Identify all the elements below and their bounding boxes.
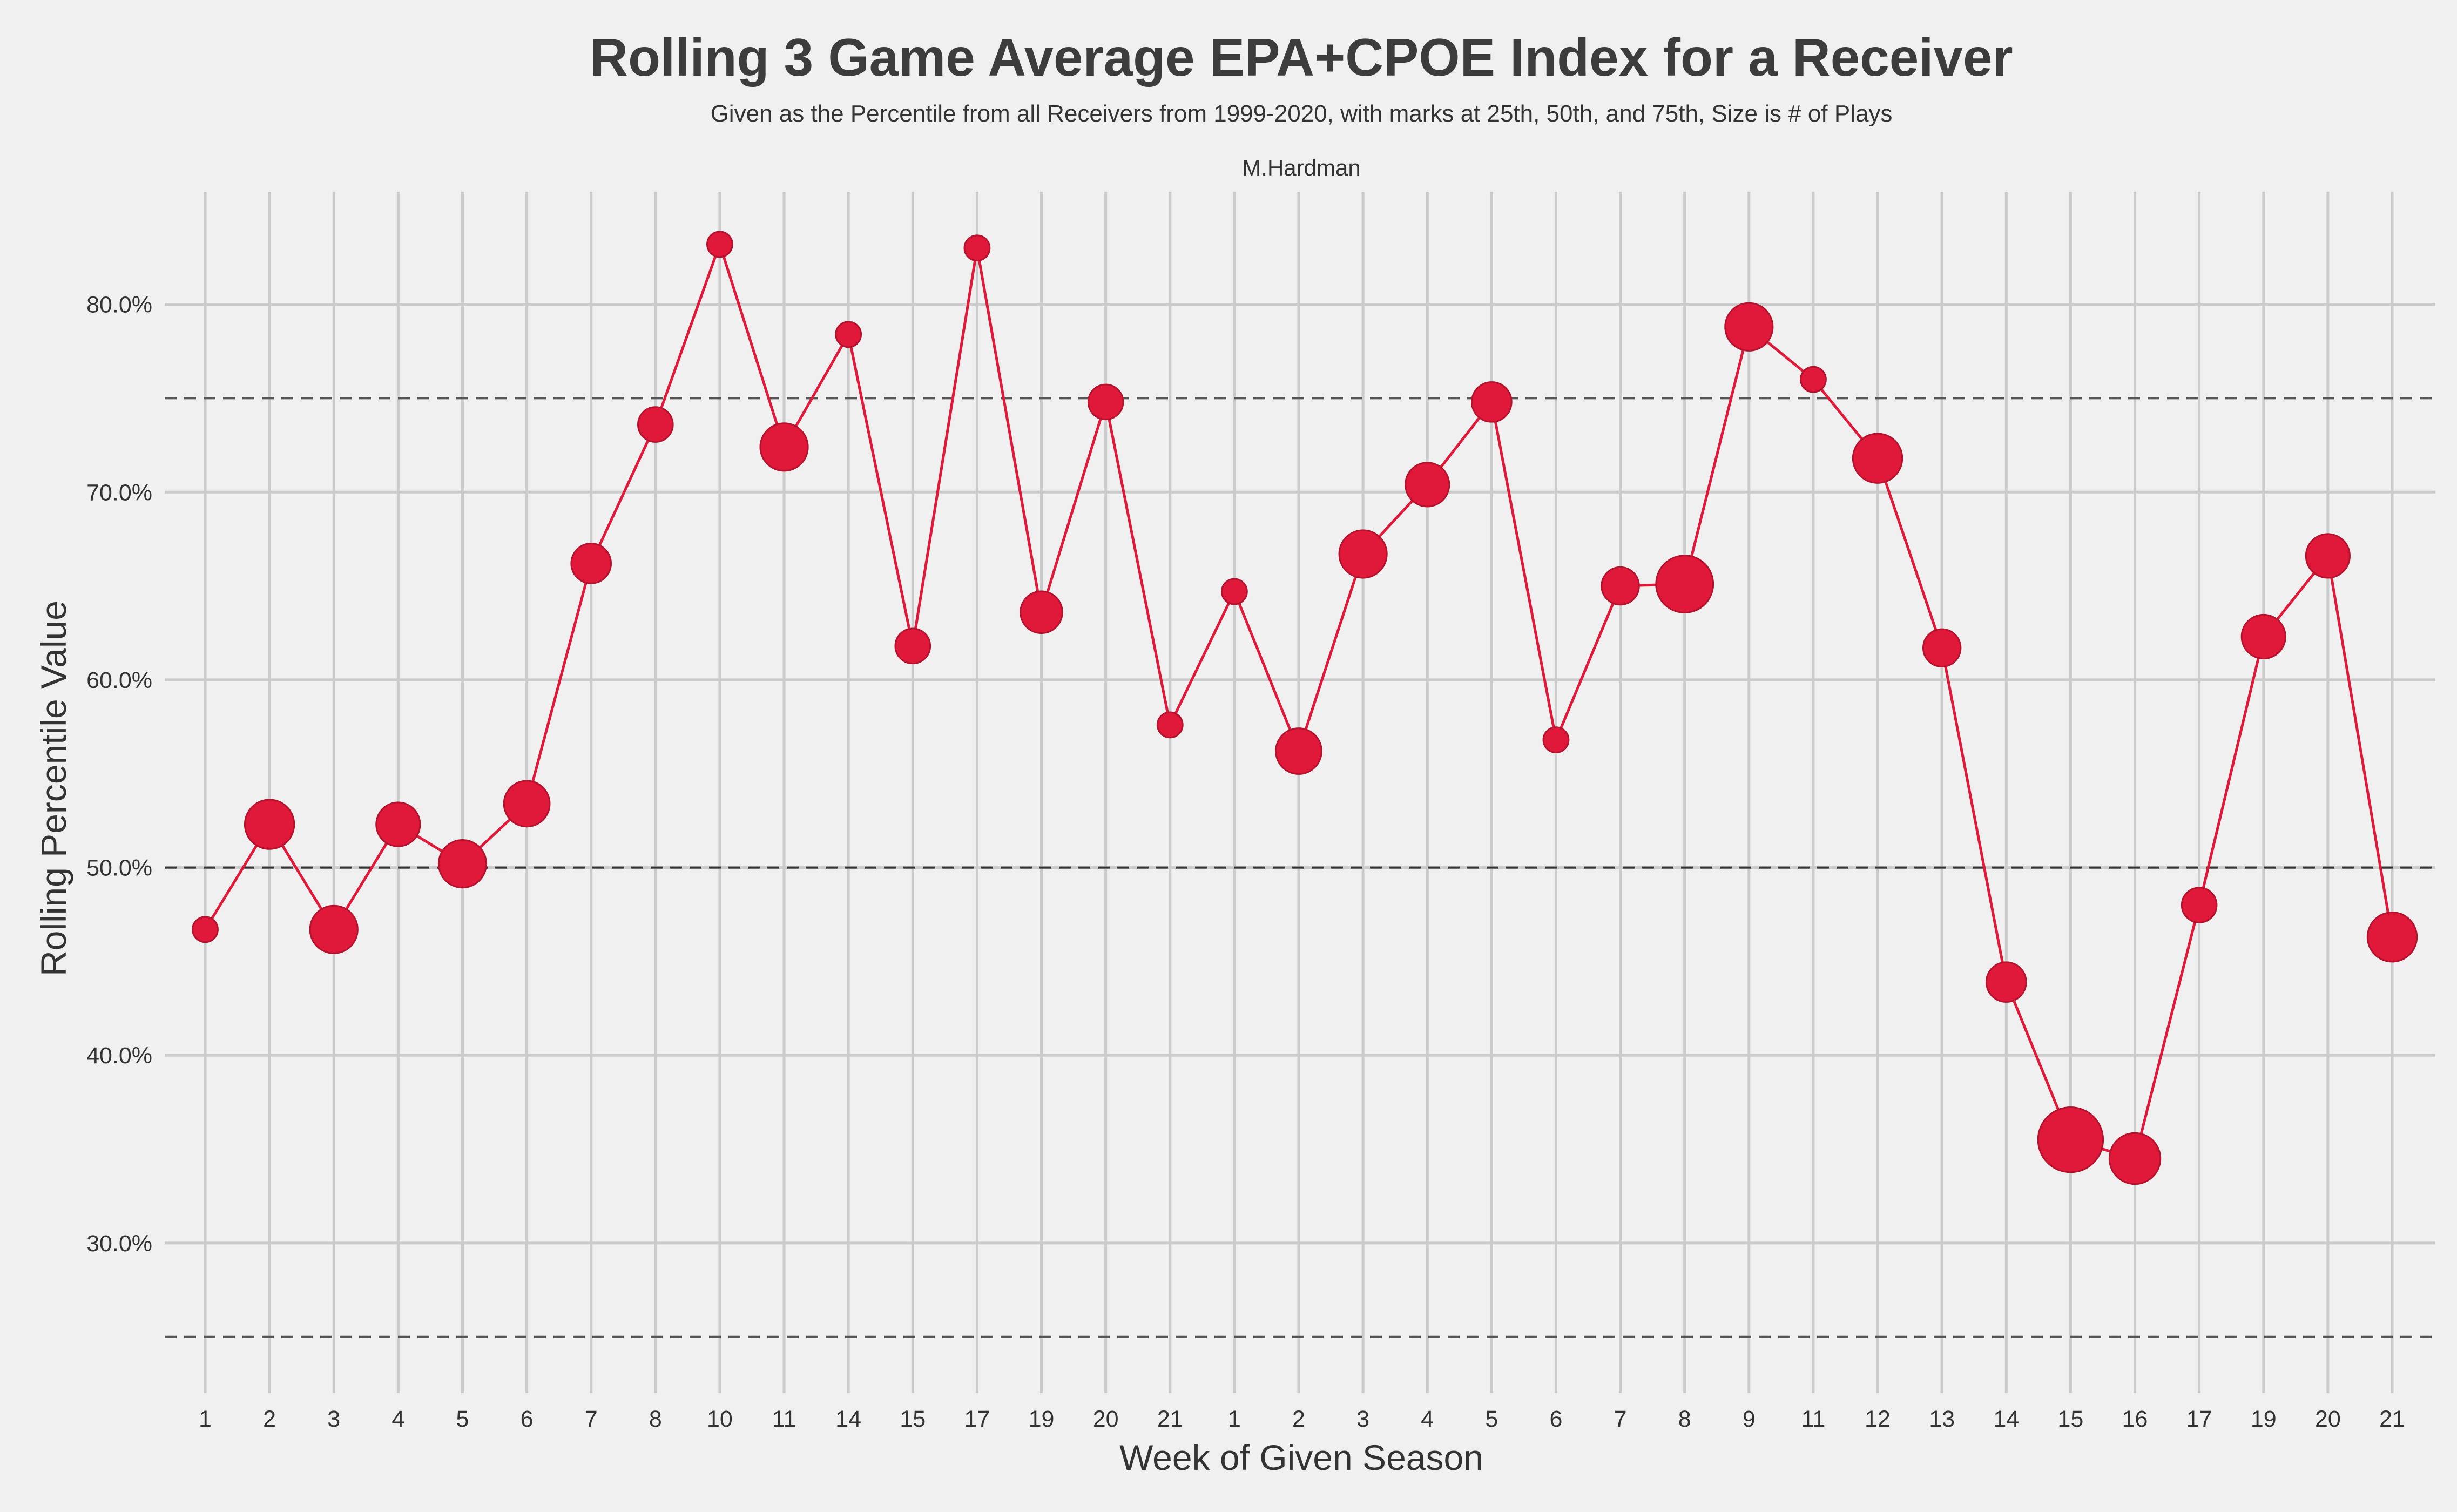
y-tick-labels: 30.0% 40.0% 50.0% 60.0% 70.0% 80.0%: [86, 292, 152, 1257]
data-point: [309, 905, 359, 954]
x-tick-label: 14: [1993, 1406, 2019, 1432]
x-axis-label: Week of Given Season: [1119, 1437, 1483, 1477]
x-tick-label: 4: [1421, 1406, 1434, 1432]
data-point: [437, 839, 488, 889]
data-point: [1338, 529, 1388, 579]
x-tick-label: 5: [1485, 1406, 1498, 1432]
x-tick-label: 19: [1029, 1406, 1055, 1432]
data-point: [244, 799, 295, 850]
data-point: [375, 801, 421, 847]
grid-lines: [165, 192, 2435, 1393]
x-tick-label: 9: [1743, 1406, 1756, 1432]
x-tick-label: 10: [707, 1406, 733, 1432]
x-tick-label: 1: [1228, 1406, 1241, 1432]
data-point: [1220, 578, 1248, 605]
x-tick-label: 1: [199, 1406, 212, 1432]
x-tick-label: 6: [1550, 1406, 1563, 1432]
x-tick-label: 21: [1157, 1406, 1183, 1432]
x-tick-label: 13: [1929, 1406, 1955, 1432]
x-tick-label: 17: [2186, 1406, 2212, 1432]
x-tick-label: 2: [1292, 1406, 1305, 1432]
data-point: [1405, 462, 1450, 508]
data-point: [759, 422, 809, 472]
data-point: [637, 406, 674, 443]
data-point: [1985, 961, 2027, 1003]
data-point: [963, 234, 991, 262]
x-tick-label: 3: [1356, 1406, 1369, 1432]
x-tick-label: 2: [263, 1406, 276, 1432]
y-axis-label: Rolling Percentile Value: [33, 600, 73, 976]
data-point: [1655, 555, 1714, 614]
player-name: M.Hardman: [1242, 155, 1360, 180]
data-point: [2108, 1132, 2162, 1185]
data-point: [503, 780, 551, 828]
data-point: [1800, 366, 1827, 393]
chart-title: Rolling 3 Game Average EPA+CPOE Index fo…: [590, 28, 2013, 87]
data-point: [1020, 590, 1063, 634]
y-tick-label: 80.0%: [86, 292, 152, 318]
data-point: [1087, 383, 1124, 421]
x-tick-label: 7: [1614, 1406, 1627, 1432]
x-tick-label: 20: [1093, 1406, 1119, 1432]
y-tick-label: 50.0%: [86, 855, 152, 881]
data-point: [2037, 1106, 2104, 1173]
x-tick-label: 3: [327, 1406, 340, 1432]
data-point: [1601, 566, 1640, 606]
data-point: [2305, 533, 2351, 579]
x-tick-labels: 1 2 3 4 5 6 7 8 10 11 14 15 17 19 20 21 1 2 3 4 5 6 7 8 9 11 12 13 1…: [199, 1406, 2405, 1432]
x-tick-label: 20: [2315, 1406, 2341, 1432]
data-point: [706, 231, 733, 258]
y-tick-label: 30.0%: [86, 1231, 152, 1257]
data-point: [2181, 887, 2218, 923]
data-point: [894, 627, 932, 665]
x-tick-label: 8: [649, 1406, 662, 1432]
x-tick-label: 16: [2122, 1406, 2148, 1432]
x-tick-label: 15: [900, 1406, 926, 1432]
data-point: [1922, 628, 1962, 668]
x-tick-label: 19: [2251, 1406, 2277, 1432]
data-point: [2366, 911, 2418, 963]
data-point: [1471, 381, 1513, 423]
x-tick-label: 4: [392, 1406, 404, 1432]
x-tick-label: 14: [835, 1406, 861, 1432]
y-tick-label: 70.0%: [86, 480, 152, 505]
data-point: [835, 321, 862, 348]
x-tick-label: 15: [2057, 1406, 2083, 1432]
x-tick-label: 8: [1678, 1406, 1691, 1432]
data-point: [2240, 613, 2286, 660]
data-points: [192, 231, 2418, 1185]
x-tick-label: 5: [456, 1406, 469, 1432]
x-tick-label: 17: [964, 1406, 990, 1432]
x-tick-label: 11: [1801, 1406, 1826, 1432]
data-point: [192, 916, 219, 943]
reference-lines: [165, 397, 2435, 1338]
x-tick-label: 11: [772, 1406, 796, 1432]
data-point: [1852, 433, 1904, 484]
data-point: [1275, 727, 1322, 775]
x-tick-label: 7: [585, 1406, 598, 1432]
data-point: [1542, 726, 1570, 754]
data-point: [570, 543, 612, 584]
x-tick-label: 21: [2379, 1406, 2405, 1432]
y-tick-label: 40.0%: [86, 1043, 152, 1069]
x-tick-label: 12: [1865, 1406, 1891, 1432]
x-tick-label: 6: [521, 1406, 534, 1432]
chart-subtitle: Given as the Percentile from all Receive…: [711, 100, 1893, 127]
data-point: [1724, 302, 1774, 352]
y-tick-label: 60.0%: [86, 667, 152, 693]
data-point: [1156, 711, 1184, 739]
